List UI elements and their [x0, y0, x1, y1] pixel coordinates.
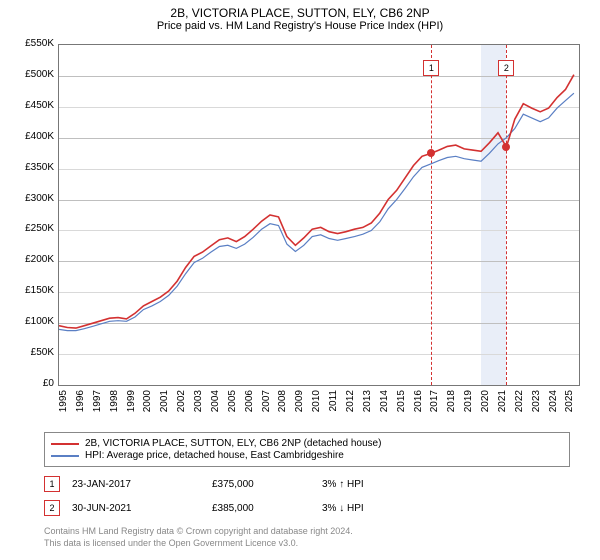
x-axis-label: 2022: [514, 390, 525, 420]
x-axis-label: 2011: [328, 390, 339, 420]
x-axis-label: 1999: [126, 390, 137, 420]
y-axis-label: £500K: [10, 69, 54, 80]
x-axis-label: 2007: [261, 390, 272, 420]
footer-line-1: Contains HM Land Registry data © Crown c…: [44, 526, 556, 538]
legend: 2B, VICTORIA PLACE, SUTTON, ELY, CB6 2NP…: [44, 432, 570, 467]
event-price: £385,000: [212, 503, 322, 514]
x-axis-label: 2019: [463, 390, 474, 420]
x-axis-label: 2024: [548, 390, 559, 420]
y-axis-label: £550K: [10, 38, 54, 49]
y-axis-label: £100K: [10, 316, 54, 327]
x-axis-label: 1995: [58, 390, 69, 420]
x-axis-label: 2012: [345, 390, 356, 420]
y-axis-label: £450K: [10, 100, 54, 111]
footer-attribution: Contains HM Land Registry data © Crown c…: [44, 526, 556, 549]
legend-row: 2B, VICTORIA PLACE, SUTTON, ELY, CB6 2NP…: [51, 438, 563, 449]
footer-line-2: This data is licensed under the Open Gov…: [44, 538, 556, 550]
x-axis-label: 2021: [497, 390, 508, 420]
x-axis-label: 2020: [480, 390, 491, 420]
y-axis-label: £200K: [10, 254, 54, 265]
x-axis-label: 2023: [531, 390, 542, 420]
event-row: 2 30-JUN-2021£385,0003% ↓ HPI: [44, 500, 556, 516]
event-delta: 3% ↑ HPI: [322, 479, 412, 490]
event-delta: 3% ↓ HPI: [322, 503, 412, 514]
legend-label: HPI: Average price, detached house, East…: [85, 450, 344, 461]
x-axis-label: 2006: [244, 390, 255, 420]
x-axis-label: 2017: [429, 390, 440, 420]
series-line: [59, 75, 574, 328]
event-date: 30-JUN-2021: [72, 503, 212, 514]
x-axis-label: 2014: [379, 390, 390, 420]
marker-box: 1: [423, 60, 439, 76]
x-axis-label: 2003: [193, 390, 204, 420]
x-axis-label: 2018: [446, 390, 457, 420]
line-series-svg: [59, 45, 579, 385]
x-axis-label: 2010: [311, 390, 322, 420]
x-axis-label: 2013: [362, 390, 373, 420]
event-date: 23-JAN-2017: [72, 479, 212, 490]
x-axis-label: 2015: [396, 390, 407, 420]
y-axis-label: £150K: [10, 285, 54, 296]
legend-swatch: [51, 443, 79, 445]
y-axis-label: £50K: [10, 347, 54, 358]
chart-title: 2B, VICTORIA PLACE, SUTTON, ELY, CB6 2NP: [0, 0, 600, 20]
x-axis-label: 2001: [159, 390, 170, 420]
legend-label: 2B, VICTORIA PLACE, SUTTON, ELY, CB6 2NP…: [85, 438, 381, 449]
marker-box: 2: [498, 60, 514, 76]
x-axis-label: 1997: [92, 390, 103, 420]
x-axis-label: 1998: [109, 390, 120, 420]
x-axis-label: 2008: [277, 390, 288, 420]
x-axis-label: 1996: [75, 390, 86, 420]
y-axis-label: £350K: [10, 162, 54, 173]
event-price: £375,000: [212, 479, 322, 490]
y-axis-label: £400K: [10, 131, 54, 142]
x-axis-label: 2005: [227, 390, 238, 420]
y-axis-label: £250K: [10, 223, 54, 234]
event-row: 1 23-JAN-2017£375,0003% ↑ HPI: [44, 476, 556, 492]
x-axis-label: 2004: [210, 390, 221, 420]
x-axis-label: 2002: [176, 390, 187, 420]
chart-subtitle: Price paid vs. HM Land Registry's House …: [0, 20, 600, 36]
series-line: [59, 93, 574, 330]
x-axis-label: 2000: [142, 390, 153, 420]
y-axis-label: £300K: [10, 193, 54, 204]
x-axis-label: 2025: [564, 390, 575, 420]
event-marker-box: 2: [44, 500, 60, 516]
chart-plot-area: [58, 44, 580, 386]
legend-swatch: [51, 455, 79, 457]
legend-row: HPI: Average price, detached house, East…: [51, 450, 563, 461]
x-axis-label: 2016: [413, 390, 424, 420]
x-axis-label: 2009: [294, 390, 305, 420]
event-marker-box: 1: [44, 476, 60, 492]
y-axis-label: £0: [10, 378, 54, 389]
